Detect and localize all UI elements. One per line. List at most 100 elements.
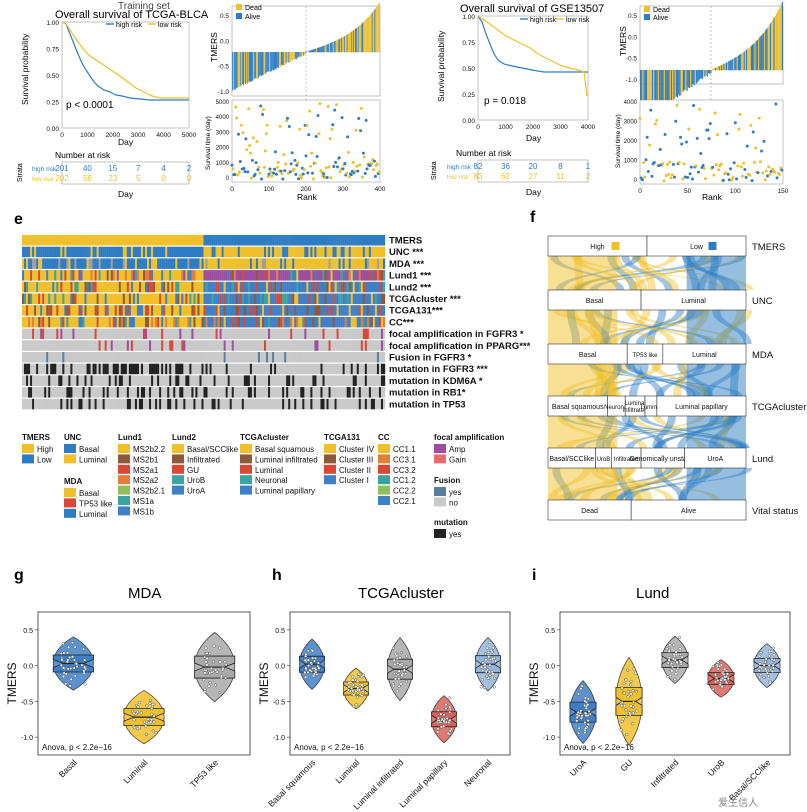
rank-tick-labels: 0 100 200 300 400 (230, 186, 386, 193)
oncoprint-cell (58, 246, 61, 258)
tmers-bar (355, 28, 356, 53)
oncoprint-cell (74, 235, 77, 246)
tmers-bar (252, 52, 254, 81)
oncoprint-cell (203, 281, 206, 293)
oncoprint-cell (302, 235, 305, 246)
tmers-bar (270, 52, 272, 72)
oncoprint-cell (366, 340, 370, 351)
oncoprint-cell (189, 340, 192, 351)
data-point (631, 722, 635, 726)
oncoprint-cell (165, 246, 168, 258)
oncoprint-cell (100, 363, 103, 375)
oncoprint-cell (106, 246, 109, 258)
oncoprint-cell (318, 281, 321, 293)
data-point (352, 705, 356, 709)
oncoprint-cell (118, 270, 122, 281)
oncoprint-cell (40, 363, 43, 375)
alluvial-flow (559, 416, 725, 448)
oncoprint-cell (155, 340, 158, 351)
oncoprint-cell (378, 363, 382, 375)
oncoprint-cell (177, 340, 180, 351)
oncoprint-cell (350, 246, 353, 258)
oncoprint-cell (366, 246, 370, 258)
survival-dot (758, 160, 762, 164)
oncoprint-cell (215, 375, 218, 386)
oncoprint-cell (157, 375, 160, 386)
oncoprint-cell (147, 235, 150, 246)
oncoprint-cell (306, 375, 309, 386)
oncoprint-cell (151, 363, 154, 375)
oncoprint-cell (340, 293, 343, 304)
data-point (59, 651, 63, 655)
survival-dot (736, 164, 740, 168)
oncoprint-cell (312, 328, 315, 340)
data-point (481, 669, 485, 673)
data-point (357, 672, 361, 676)
oncoprint-cell (310, 270, 313, 281)
oncoprint-cell (219, 246, 222, 258)
oncoprint-cell (306, 363, 309, 375)
data-point (211, 660, 215, 664)
oncoprint-cell (209, 281, 212, 293)
oncoprint-cell (143, 328, 146, 340)
oncoprint-cell (120, 270, 124, 281)
oncoprint-cell (175, 258, 178, 269)
oncoprint-cell (116, 293, 119, 304)
tmers-bar (726, 61, 729, 71)
oncoprint-cell (151, 246, 154, 258)
oncoprint-cell (132, 270, 136, 281)
oncoprint-cell (322, 363, 325, 375)
oncoprint-cell (143, 375, 146, 386)
oncoprint-cell (76, 375, 79, 386)
oncoprint-cell (264, 246, 267, 258)
oncoprint-cell (366, 235, 370, 246)
oncoprint-cell (42, 340, 45, 351)
data-point (678, 652, 682, 656)
legend-title: TMERS (22, 433, 51, 442)
oncoprint-cell (237, 281, 240, 293)
oncoprint-cell (370, 352, 374, 363)
oncoprint-cell (136, 305, 140, 316)
oncoprint-cell (366, 363, 370, 375)
tmers-bar (372, 11, 374, 53)
alluvial-flow (673, 364, 689, 396)
oncoprint-cell (241, 258, 245, 269)
track-label: mutation in TP53 (389, 399, 466, 410)
data-point (151, 703, 155, 707)
oncoprint-cell (84, 246, 87, 258)
oncoprint-cell (70, 352, 73, 363)
oncoprint-cell (102, 293, 105, 304)
oncoprint-cell (82, 293, 85, 304)
data-point (136, 710, 140, 714)
oncoprint-cell (288, 398, 291, 410)
tmers-bar (246, 52, 248, 84)
oncoprint-cell (98, 363, 101, 375)
oncoprint-cell (173, 270, 176, 281)
tmers-bar (761, 34, 763, 71)
data-point (66, 658, 70, 662)
survival-dot (272, 171, 276, 175)
tmers-bar (769, 23, 772, 71)
data-point (762, 663, 766, 667)
oncoprint-cell (257, 316, 261, 328)
oncoprint-cell (368, 305, 372, 316)
oncoprint-cell (378, 293, 382, 304)
oncoprint-cell (312, 305, 315, 316)
oncoprint-cell (322, 340, 325, 351)
oncoprint-cell (82, 270, 85, 281)
oncoprint-cell (26, 235, 29, 246)
survival-dot (236, 173, 240, 177)
oncoprint-cell (227, 328, 230, 340)
legend-swatch (240, 485, 252, 495)
oncoprint-cell (344, 281, 347, 293)
tmers-bar (678, 70, 680, 95)
oncoprint-cell (120, 305, 124, 316)
oncoprint-cell (48, 375, 51, 386)
oncoprint-cell (183, 328, 186, 340)
survival-dot (708, 122, 712, 126)
oncoprint-cell (94, 328, 97, 340)
oncoprint-cell (96, 316, 99, 328)
oncoprint-cell (189, 352, 192, 363)
oncoprint-cell (181, 398, 184, 410)
oncoprint-cell (368, 352, 372, 363)
